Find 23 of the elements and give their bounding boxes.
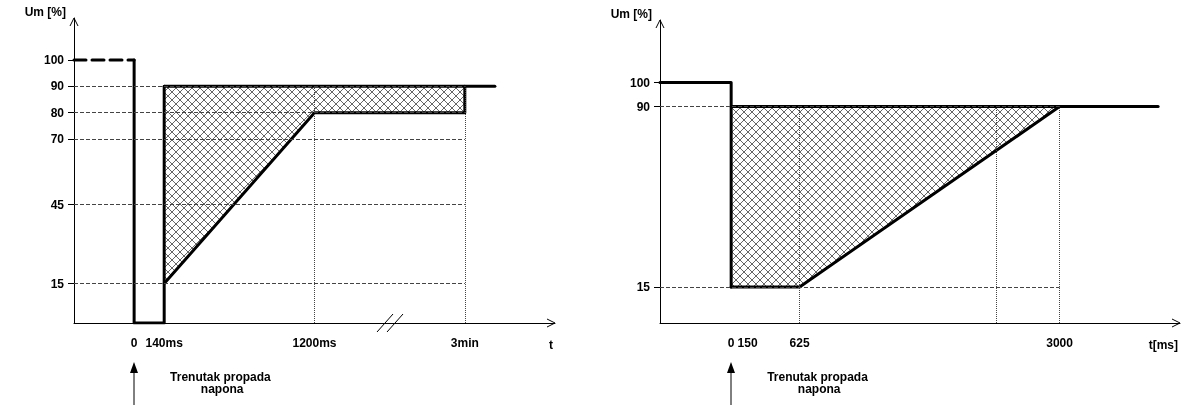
y-tick-label: 100: [629, 75, 651, 90]
y-tick-label: 90: [636, 99, 651, 114]
x-tick-label: 625: [789, 336, 810, 350]
y-tick-label: 80: [50, 105, 65, 120]
x-tick-label: 1200ms: [292, 336, 337, 350]
x-tick-label: 3min: [450, 336, 479, 350]
x-axis-title: t[ms]: [1148, 338, 1178, 352]
x-tick-label: 3000: [1046, 336, 1074, 350]
y-tick-label: 15: [50, 276, 65, 291]
y-tick-label: 70: [50, 131, 65, 146]
y-tick-label: 45: [50, 197, 65, 212]
y-axis-title: Um [%]: [610, 7, 652, 21]
text: Trenutak propada napona: [170, 370, 275, 396]
y-axis-title: Um [%]: [24, 5, 66, 19]
y-tick-label: 15: [636, 279, 651, 294]
x-tick-label: 0: [727, 336, 735, 350]
y-tick-label: 90: [50, 79, 65, 94]
text: Trenutak propada napona: [767, 370, 872, 396]
x-tick-label: 140ms: [145, 336, 184, 350]
y-tick-label: 100: [43, 53, 65, 68]
x-axis-title: t: [549, 338, 553, 352]
x-tick-label: 150: [737, 336, 758, 350]
x-tick-label: 0: [130, 336, 138, 350]
